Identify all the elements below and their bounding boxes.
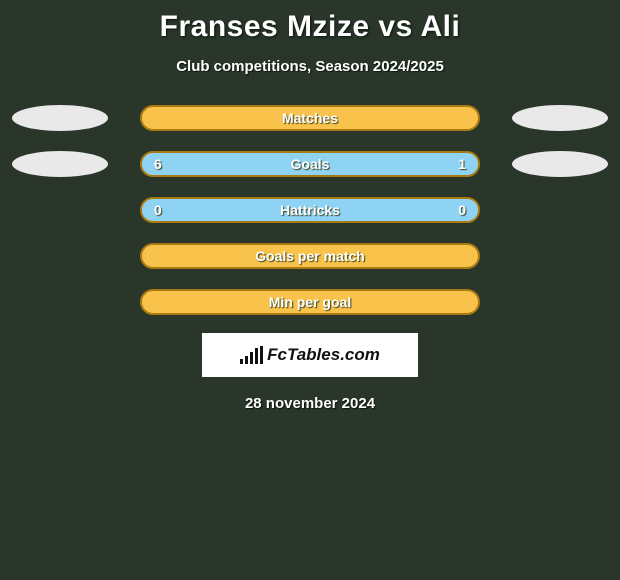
comparison-row: Matches	[0, 105, 620, 131]
bars-icon-bar	[250, 352, 253, 364]
stat-bar: Min per goal	[140, 289, 480, 315]
stat-label: Matches	[142, 107, 478, 129]
comparison-rows: Matches Goals6 1 Hattricks0 0 Goals per match…	[0, 105, 620, 315]
comparison-row: Min per goal	[0, 289, 620, 315]
bars-icon	[240, 346, 263, 364]
stat-value-left: 6	[154, 153, 162, 175]
stat-bar: Matches	[140, 105, 480, 131]
comparison-row: Goals6 1	[0, 151, 620, 177]
stat-bar: Goals6 1	[140, 151, 480, 177]
stat-value-right: 0	[458, 199, 466, 221]
page-subtitle: Club competitions, Season 2024/2025	[176, 58, 444, 75]
player-right-oval	[512, 105, 608, 131]
stat-bar: Goals per match	[140, 243, 480, 269]
date-text: 28 november 2024	[245, 395, 375, 412]
bars-icon-bar	[255, 348, 258, 364]
stat-value-right: 1	[458, 153, 466, 175]
player-left-oval	[12, 151, 108, 177]
bars-icon-bar	[260, 346, 263, 364]
stat-label: Goals	[142, 153, 478, 175]
stat-label: Goals per match	[142, 245, 478, 267]
bars-icon-bar	[245, 356, 248, 364]
page-title: Franses Mzize vs Ali	[160, 10, 461, 44]
stat-label: Hattricks	[142, 199, 478, 221]
comparison-infographic: Franses Mzize vs Ali Club competitions, …	[0, 0, 620, 580]
comparison-row: Goals per match	[0, 243, 620, 269]
stat-bar: Hattricks0 0	[140, 197, 480, 223]
comparison-row: Hattricks0 0	[0, 197, 620, 223]
bars-icon-bar	[240, 359, 243, 364]
brand-badge: FcTables.com	[202, 333, 418, 377]
stat-value-left: 0	[154, 199, 162, 221]
stat-label: Min per goal	[142, 291, 478, 313]
brand-text: FcTables.com	[267, 345, 380, 365]
player-left-oval	[12, 105, 108, 131]
player-right-oval	[512, 151, 608, 177]
